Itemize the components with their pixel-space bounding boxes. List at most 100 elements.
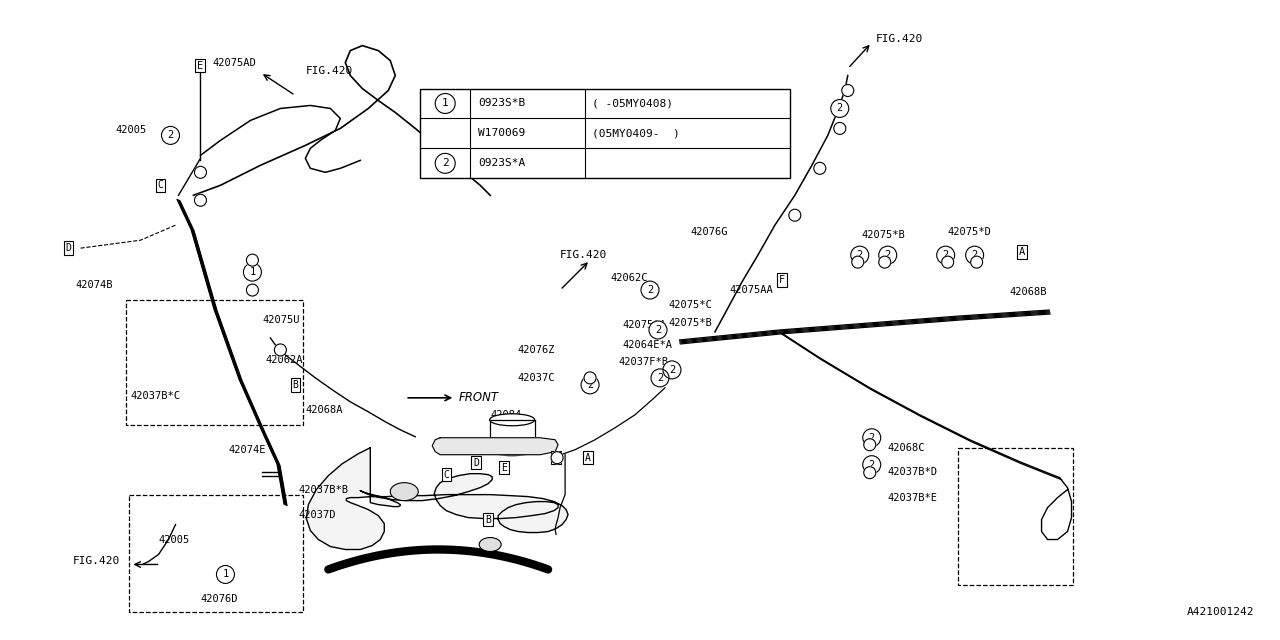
Text: 2: 2 [856, 250, 863, 260]
Circle shape [274, 344, 287, 356]
Text: B: B [485, 515, 492, 525]
Text: 42075*D: 42075*D [947, 227, 992, 237]
Circle shape [879, 246, 897, 264]
Circle shape [831, 99, 849, 118]
Text: FIG.420: FIG.420 [306, 65, 352, 76]
Circle shape [788, 209, 801, 221]
Circle shape [584, 372, 596, 384]
Text: 0923S*A: 0923S*A [479, 158, 525, 168]
Text: 2: 2 [442, 158, 448, 168]
Circle shape [581, 376, 599, 394]
Text: 2: 2 [168, 131, 174, 140]
Circle shape [247, 284, 259, 296]
Text: D: D [474, 458, 479, 468]
Ellipse shape [490, 444, 535, 456]
Circle shape [851, 256, 864, 268]
Text: FIG.420: FIG.420 [561, 250, 607, 260]
Text: A: A [585, 452, 591, 463]
Bar [490, 420, 535, 450]
Circle shape [863, 429, 881, 447]
Text: D: D [65, 243, 72, 253]
Ellipse shape [390, 483, 419, 500]
Text: 42075AD: 42075AD [212, 58, 256, 68]
Text: 42068B: 42068B [1010, 287, 1047, 297]
Circle shape [641, 281, 659, 299]
Text: 42037C: 42037C [517, 373, 554, 383]
Text: FIG.420: FIG.420 [73, 556, 120, 566]
Text: 42068A: 42068A [306, 405, 343, 415]
Text: 42062A: 42062A [265, 355, 303, 365]
Text: B: B [292, 380, 298, 390]
Text: 42075AA: 42075AA [730, 285, 773, 295]
Text: 42076D: 42076D [201, 595, 238, 604]
Text: 42075AA: 42075AA [622, 320, 666, 330]
Text: 42037D: 42037D [298, 509, 335, 520]
Circle shape [649, 321, 667, 339]
Text: 2: 2 [657, 373, 663, 383]
Text: 2: 2 [646, 285, 653, 295]
Text: F: F [553, 452, 559, 463]
Circle shape [216, 566, 234, 584]
Text: 42068C: 42068C [888, 443, 925, 452]
Circle shape [942, 256, 954, 268]
Text: ( -05MY0408): ( -05MY0408) [593, 99, 673, 108]
Text: 42075*C: 42075*C [668, 300, 712, 310]
Circle shape [864, 467, 876, 479]
Text: 42075*B: 42075*B [861, 230, 905, 240]
Text: C: C [443, 470, 449, 479]
Text: 1: 1 [223, 570, 229, 579]
Text: 42037B*B: 42037B*B [298, 484, 348, 495]
Circle shape [195, 195, 206, 206]
Text: FRONT: FRONT [458, 391, 498, 404]
Text: 2: 2 [669, 365, 675, 375]
Circle shape [879, 256, 891, 268]
Circle shape [652, 369, 669, 387]
Text: E: E [502, 463, 507, 473]
Circle shape [814, 163, 826, 174]
Text: 2: 2 [869, 433, 874, 443]
Text: 2: 2 [942, 250, 948, 260]
Circle shape [663, 361, 681, 379]
Text: 1: 1 [250, 267, 256, 277]
Text: 42075U: 42075U [262, 315, 300, 325]
Text: 2: 2 [869, 460, 874, 470]
Bar [420, 88, 790, 179]
Ellipse shape [490, 414, 535, 426]
Text: 42005: 42005 [159, 534, 189, 545]
Circle shape [247, 254, 259, 266]
Text: 42074B: 42074B [76, 280, 113, 290]
Circle shape [851, 246, 869, 264]
Text: E: E [197, 61, 204, 70]
Text: 1: 1 [442, 99, 448, 108]
Bar [128, 495, 303, 612]
Circle shape [161, 127, 179, 145]
Text: 42062C: 42062C [611, 273, 648, 283]
Text: 2: 2 [884, 250, 891, 260]
Polygon shape [433, 438, 558, 454]
Text: 2: 2 [588, 380, 593, 390]
Text: 42074E: 42074E [228, 445, 266, 454]
Circle shape [833, 122, 846, 134]
Text: C: C [157, 180, 164, 190]
Polygon shape [306, 448, 568, 550]
Circle shape [965, 246, 983, 264]
Text: (05MY0409-  ): (05MY0409- ) [593, 129, 680, 138]
Text: A421001242: A421001242 [1187, 607, 1254, 618]
Text: 42064E*A: 42064E*A [622, 340, 672, 350]
Circle shape [552, 452, 563, 464]
Circle shape [864, 439, 876, 451]
Circle shape [842, 84, 854, 97]
Text: 42076Z: 42076Z [517, 345, 554, 355]
Text: FIG.420: FIG.420 [876, 34, 923, 44]
Circle shape [937, 246, 955, 264]
Bar [125, 300, 303, 425]
Bar [957, 448, 1073, 586]
Text: 42076G: 42076G [690, 227, 727, 237]
Text: 42037B*D: 42037B*D [888, 467, 938, 477]
Ellipse shape [479, 538, 502, 552]
Circle shape [970, 256, 983, 268]
Text: 42037B*E: 42037B*E [888, 493, 938, 502]
Circle shape [863, 456, 881, 474]
Text: 2: 2 [972, 250, 978, 260]
Text: 42084: 42084 [490, 410, 521, 420]
